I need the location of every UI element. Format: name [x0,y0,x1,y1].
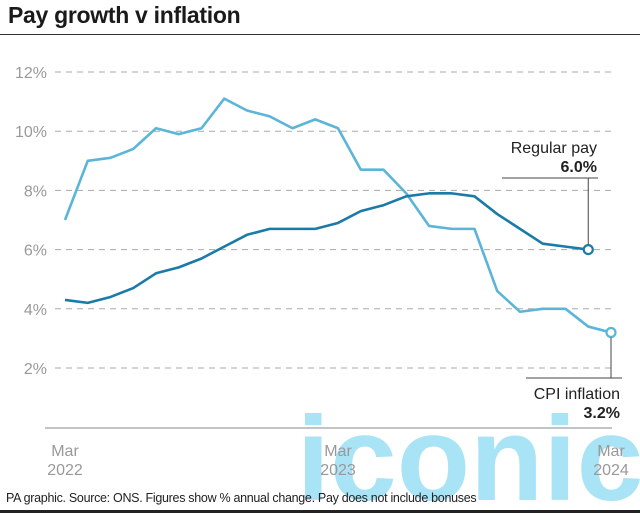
pay-label: Regular pay [511,140,597,157]
y-tick-label: 12% [15,65,47,82]
bottom-bar [0,510,640,513]
y-tick-label: 4% [24,302,47,319]
source-footer: PA graphic. Source: ONS. Figures show % … [6,491,477,505]
x-tick-label-month: Mar [597,443,625,460]
pay-value-label: 6.0% [561,159,597,176]
series-line-pay [64,192,589,305]
y-tick-label: 8% [24,183,47,200]
x-tick-label-year: 2022 [47,462,83,479]
chart-title: Pay growth v inflation [8,2,241,28]
cpi-label: CPI inflation [534,386,620,403]
title-divider [0,34,640,35]
x-tick-label-month: Mar [324,443,352,460]
y-tick-label: 6% [24,243,47,260]
x-tick-label-month: Mar [51,443,79,460]
end-point-marker [582,244,594,256]
series-line-cpi [63,97,612,334]
y-tick-label: 2% [24,361,47,378]
watermark: iconic [297,392,640,513]
end-point-marker [605,326,617,339]
cpi-value-label: 3.2% [584,405,620,422]
y-tick-label: 10% [15,124,47,141]
x-tick-label-year: 2023 [320,462,356,479]
x-tick-label-year: 2024 [593,462,629,479]
